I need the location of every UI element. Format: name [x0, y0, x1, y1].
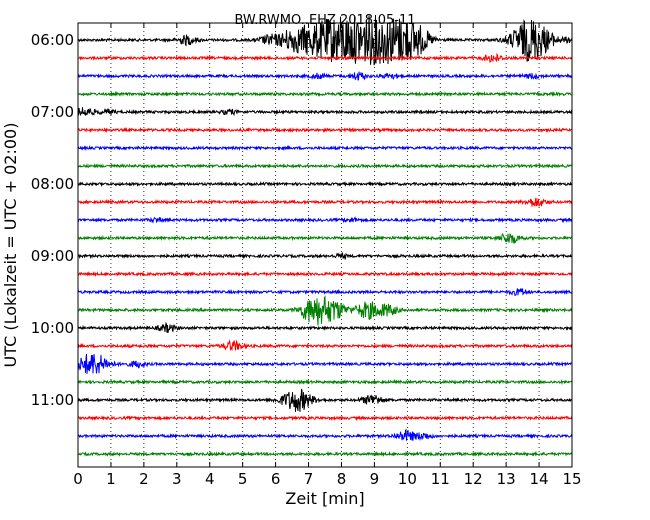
y-tick-label: 08:00 [31, 175, 74, 193]
x-tick-label: 13 [497, 470, 516, 488]
seismic-trace [77, 126, 573, 134]
seismic-trace [77, 378, 573, 386]
y-tick-label: 06:00 [31, 31, 74, 49]
x-tick-label: 7 [304, 470, 314, 488]
x-tick-label: 2 [139, 470, 149, 488]
seismic-trace [77, 71, 573, 81]
chart-title: BW.RWMO..EHZ 2018-05-11 [234, 13, 415, 28]
seismic-trace [77, 216, 573, 224]
seismic-trace [77, 144, 573, 152]
x-tick-label: 15 [562, 470, 581, 488]
seismic-trace [77, 414, 573, 422]
seismic-trace [77, 339, 573, 352]
seismic-trace [77, 428, 573, 441]
y-axis-label: UTC (Lokalzeit = UTC + 02:00) [1, 123, 20, 368]
seismic-trace [77, 197, 573, 207]
seismic-trace [77, 180, 573, 188]
seismic-trace [77, 107, 573, 117]
seismic-trace [77, 354, 573, 374]
y-tick-label: 11:00 [31, 391, 74, 409]
seismic-trace [78, 295, 573, 326]
x-tick-label: 14 [530, 470, 549, 488]
seismic-trace [77, 52, 573, 63]
x-tick-label: 9 [370, 470, 380, 488]
seismic-trace [77, 252, 573, 261]
seismic-trace [77, 14, 573, 66]
x-tick-label: 4 [205, 470, 215, 488]
y-tick-label: 09:00 [31, 247, 74, 265]
x-tick-label: 11 [431, 470, 450, 488]
seismic-trace [77, 163, 573, 170]
seismic-trace [77, 90, 573, 98]
x-tick-label: 10 [398, 470, 417, 488]
y-tick-label: 10:00 [31, 319, 74, 337]
seismic-trace [77, 232, 573, 244]
seismic-trace [77, 270, 573, 278]
x-tick-label: 12 [464, 470, 483, 488]
x-tick-label: 1 [106, 470, 116, 488]
seismic-trace [77, 287, 573, 297]
plot-frame [77, 22, 573, 468]
seismic-trace [77, 388, 573, 412]
x-axis-label: Zeit [min] [285, 489, 364, 508]
x-tick-label: 3 [172, 470, 182, 488]
x-tick-label: 6 [271, 470, 281, 488]
y-tick-label: 07:00 [31, 103, 74, 121]
x-tick-label: 0 [73, 470, 83, 488]
seismic-trace [77, 321, 573, 333]
x-tick-label: 5 [238, 470, 248, 488]
seismic-trace [78, 450, 573, 458]
x-tick-label: 8 [337, 470, 347, 488]
